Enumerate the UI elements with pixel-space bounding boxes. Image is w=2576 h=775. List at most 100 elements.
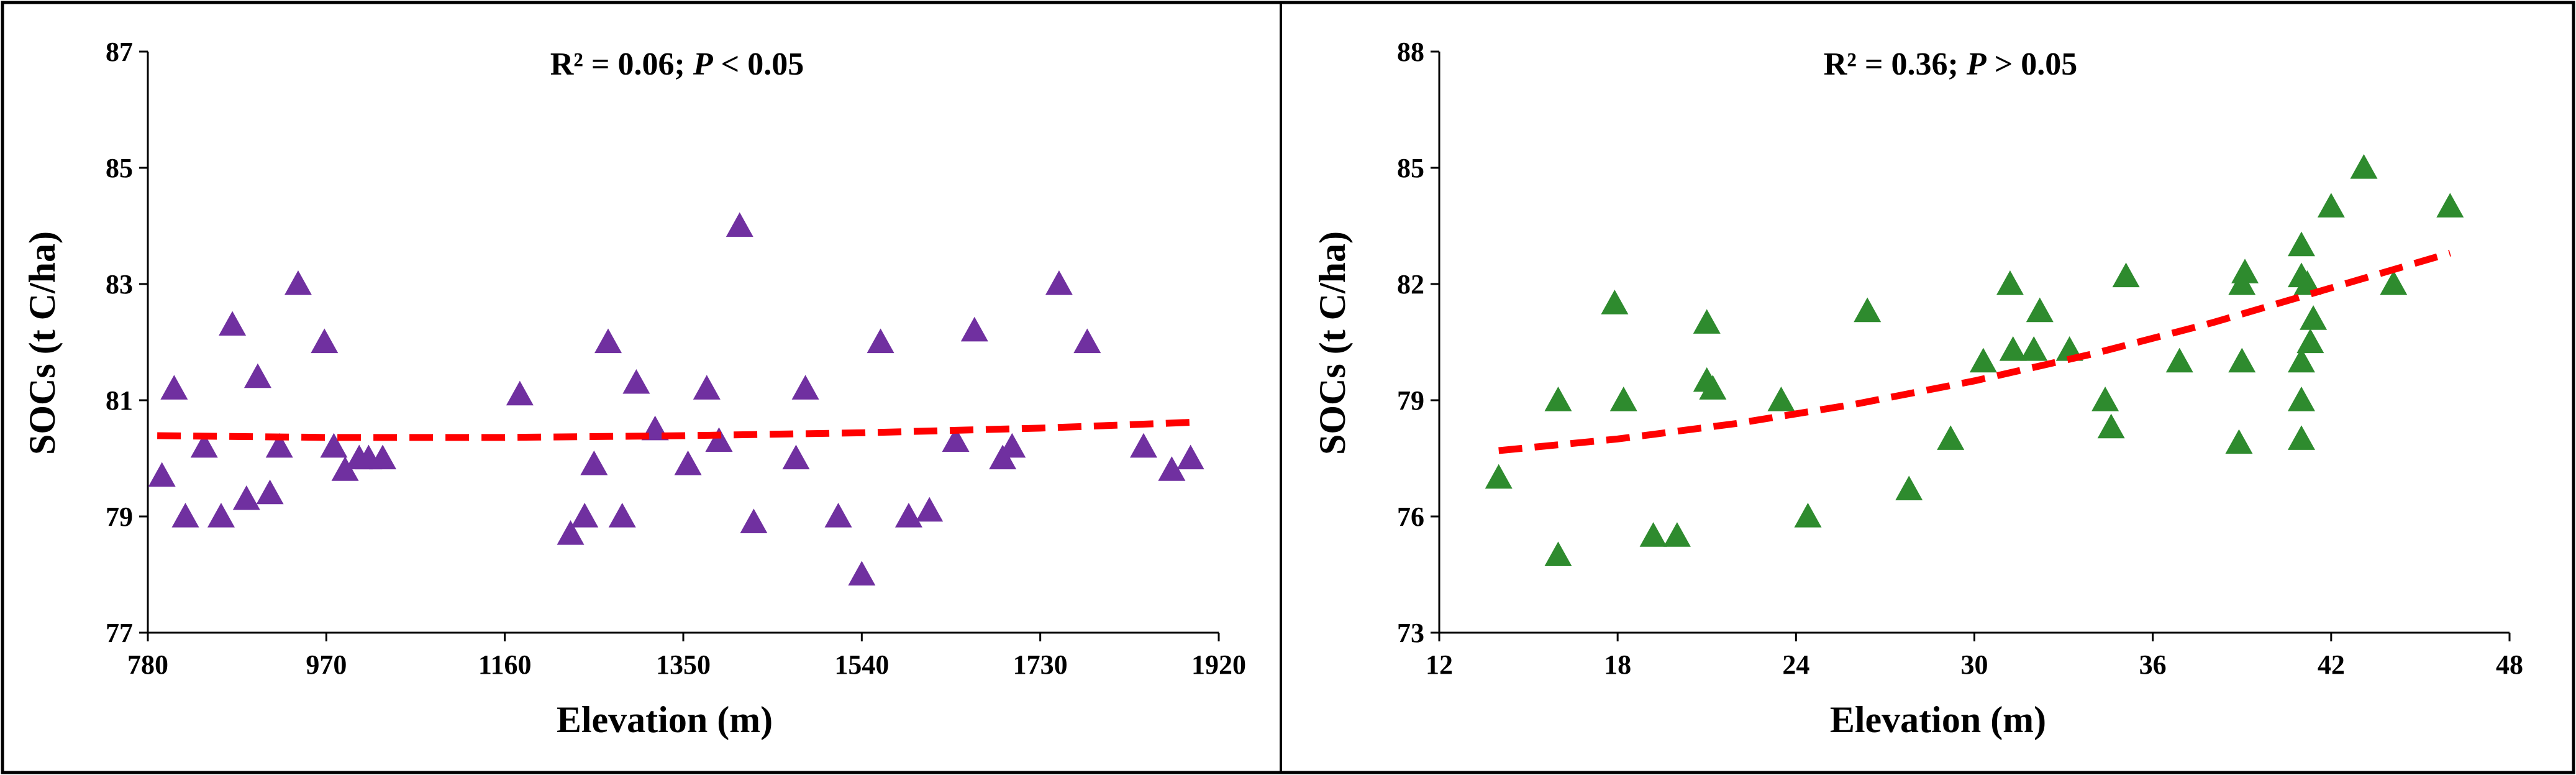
x-tick-label: 48 bbox=[2496, 649, 2523, 680]
data-point-right bbox=[1485, 464, 1513, 489]
data-point-right bbox=[1895, 475, 1923, 500]
data-point-right bbox=[2165, 347, 2193, 373]
data-point-left bbox=[867, 328, 894, 354]
data-point-right bbox=[1663, 522, 1691, 547]
data-point-left bbox=[848, 561, 876, 586]
y-tick-label: 83 bbox=[106, 269, 133, 300]
data-point-left bbox=[369, 444, 397, 470]
data-point-left bbox=[1130, 433, 1158, 458]
data-point-left bbox=[791, 375, 819, 400]
y-axis-title-left: SOCs (t C/ha) bbox=[22, 231, 63, 455]
data-point-left bbox=[207, 503, 235, 528]
data-point-left bbox=[622, 369, 650, 394]
plot-area-right: 73 76 79 82 85 88 12 18 24 30 36 42 48 bbox=[1397, 37, 2523, 680]
y-tick-label: 85 bbox=[1397, 153, 1424, 183]
chart-panel-right: 73 76 79 82 85 88 12 18 24 30 36 42 48 R² = 0.36; P … bbox=[1312, 37, 2523, 740]
y-tick-label: 76 bbox=[1397, 502, 1424, 532]
data-point-right bbox=[2287, 347, 2315, 373]
data-point-left bbox=[320, 433, 348, 458]
x-tick-label: 1730 bbox=[1013, 649, 1068, 680]
x-tick-label: 1350 bbox=[656, 649, 711, 680]
data-point-right bbox=[1601, 290, 1629, 314]
y-tick-label: 79 bbox=[106, 502, 133, 532]
data-point-left bbox=[148, 462, 176, 487]
data-point-right bbox=[1699, 375, 1727, 400]
data-point-left bbox=[782, 444, 810, 470]
data-point-right bbox=[1996, 270, 2024, 295]
y-tick-label: 87 bbox=[106, 37, 133, 67]
trend-line-right bbox=[1498, 249, 2451, 454]
data-point-left bbox=[284, 270, 312, 295]
data-point-right bbox=[2380, 270, 2408, 295]
y-tick-label: 79 bbox=[1397, 385, 1424, 416]
data-point-right bbox=[2020, 336, 2048, 361]
data-point-right bbox=[1544, 541, 1572, 566]
trend-line-left bbox=[157, 419, 1191, 441]
data-point-right bbox=[2287, 425, 2315, 450]
data-point-left bbox=[243, 363, 271, 388]
x-tick-label: 1160 bbox=[478, 649, 532, 680]
y-tick-label: 81 bbox=[106, 385, 133, 416]
data-point-left bbox=[693, 375, 721, 400]
plot-area-left: 77 79 81 83 85 87 780 970 1160 1350 1540 1730 1920 bbox=[106, 37, 1246, 680]
y-axis-title-right: SOCs (t C/ha) bbox=[1312, 231, 1353, 455]
data-point-right bbox=[2436, 193, 2464, 218]
data-point-left bbox=[265, 433, 293, 458]
data-point-left bbox=[998, 433, 1026, 458]
x-axis-title-right: Elevation (m) bbox=[1830, 699, 2046, 740]
data-point-left bbox=[219, 311, 247, 336]
data-point-left bbox=[916, 497, 944, 522]
data-point-right bbox=[1609, 387, 1637, 411]
data-point-right bbox=[2293, 270, 2321, 295]
x-tick-label: 24 bbox=[1782, 649, 1809, 680]
data-point-right bbox=[2225, 429, 2253, 454]
y-tick-label: 88 bbox=[1397, 37, 1424, 67]
chart-panel-left: 77 79 81 83 85 87 780 970 1160 1350 1540 1730 1920 R… bbox=[22, 37, 1246, 740]
data-point-right bbox=[1693, 309, 1721, 334]
y-tick-label: 73 bbox=[1397, 618, 1424, 648]
data-point-right bbox=[2300, 305, 2328, 330]
data-point-left bbox=[311, 328, 339, 354]
data-point-left bbox=[1176, 444, 1204, 470]
data-point-right bbox=[2026, 297, 2054, 323]
data-point-right bbox=[1937, 425, 1965, 450]
data-point-left bbox=[740, 508, 768, 533]
data-point-left bbox=[506, 380, 534, 406]
data-point-left bbox=[171, 503, 199, 528]
data-point-left bbox=[557, 520, 585, 545]
x-tick-label: 780 bbox=[127, 649, 168, 680]
data-point-right bbox=[1544, 387, 1572, 411]
data-point-right bbox=[2287, 387, 2315, 411]
x-tick-label: 1920 bbox=[1191, 649, 1246, 680]
data-point-right bbox=[2228, 347, 2256, 373]
data-point-left bbox=[190, 433, 218, 458]
data-point-left bbox=[232, 485, 260, 510]
data-point-left bbox=[1045, 270, 1073, 295]
y-tick-label: 85 bbox=[106, 153, 133, 183]
data-point-left bbox=[1158, 456, 1186, 481]
data-point-left bbox=[894, 503, 922, 528]
data-point-left bbox=[824, 503, 852, 528]
data-point-right bbox=[2287, 231, 2315, 257]
data-point-left bbox=[580, 450, 608, 475]
data-point-right bbox=[2091, 387, 2119, 411]
x-tick-label: 18 bbox=[1604, 649, 1631, 680]
data-point-left bbox=[726, 212, 753, 237]
data-point-right bbox=[1794, 503, 1822, 528]
data-point-left bbox=[571, 503, 599, 528]
x-tick-label: 1540 bbox=[834, 649, 889, 680]
data-point-left bbox=[256, 479, 284, 505]
data-point-left bbox=[160, 375, 188, 400]
data-point-right bbox=[2296, 328, 2324, 354]
data-point-right bbox=[2350, 154, 2378, 179]
x-tick-label: 42 bbox=[2318, 649, 2345, 680]
data-point-left bbox=[705, 427, 733, 452]
data-point-right bbox=[1854, 297, 1882, 323]
data-point-right bbox=[2112, 262, 2140, 288]
data-point-right bbox=[1969, 347, 1997, 373]
data-point-left bbox=[608, 503, 636, 528]
data-point-left bbox=[594, 328, 622, 354]
y-tick-label: 82 bbox=[1397, 269, 1424, 300]
